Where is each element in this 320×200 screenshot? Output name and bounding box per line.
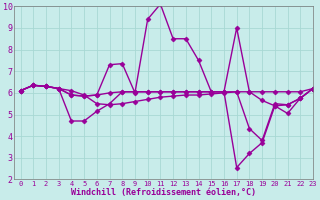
X-axis label: Windchill (Refroidissement éolien,°C): Windchill (Refroidissement éolien,°C) [71,188,256,197]
